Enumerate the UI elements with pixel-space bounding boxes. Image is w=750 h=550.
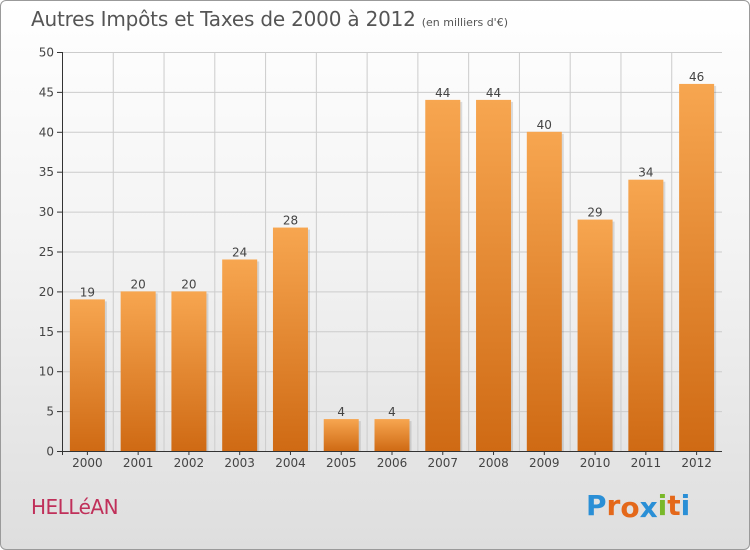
x-tick-label: 2000: [72, 456, 103, 470]
x-tick-label: 2012: [681, 456, 712, 470]
logo-letter: P: [586, 489, 607, 522]
data-label: 28: [283, 214, 298, 228]
logo-letter: i: [657, 489, 668, 522]
bar: [425, 99, 461, 451]
y-tick-label: 30: [39, 205, 54, 219]
bar: [577, 219, 613, 451]
data-label: 44: [486, 86, 501, 100]
x-tick-label: 2010: [580, 456, 611, 470]
data-label: 46: [689, 70, 704, 84]
bar: [526, 131, 562, 452]
y-tick-label: 10: [39, 365, 54, 379]
x-tick-label: 2011: [631, 456, 662, 470]
y-tick-label: 35: [39, 165, 54, 179]
logo-letter: x: [639, 491, 658, 524]
bar: [120, 291, 156, 451]
place-name: HELLéAN: [31, 495, 119, 519]
x-tick-label: 2006: [377, 456, 408, 470]
logo-letter: i: [680, 489, 691, 522]
data-label: 40: [537, 118, 552, 132]
logo-letter: o: [620, 491, 640, 524]
data-label: 20: [181, 277, 196, 291]
x-tick-label: 2007: [427, 456, 458, 470]
bar: [476, 99, 512, 451]
chart-title: Autres Impôts et Taxes de 2000 à 2012: [31, 7, 416, 31]
y-tick-label: 45: [39, 85, 54, 99]
y-tick-label: 50: [39, 46, 54, 60]
x-tick-label: 2004: [275, 456, 306, 470]
bar: [222, 259, 258, 451]
grid-lines: [62, 52, 722, 451]
x-tick-label: 2009: [529, 456, 560, 470]
data-label: 34: [638, 166, 653, 180]
bar: [171, 291, 207, 451]
chart-subtitle: (en milliers d'€): [421, 16, 508, 29]
data-label: 29: [587, 206, 602, 220]
logo-letter: r: [606, 489, 621, 522]
y-tick-label: 0: [46, 445, 54, 459]
y-tick-label: 5: [46, 405, 54, 419]
bar: [272, 227, 308, 451]
data-label: 20: [131, 277, 146, 291]
y-tick-label: 20: [39, 285, 54, 299]
logo-letter: t: [667, 489, 681, 522]
data-label: 19: [80, 285, 95, 299]
data-label: 4: [388, 405, 396, 419]
bar: [374, 419, 410, 451]
data-label: 44: [435, 86, 450, 100]
bar: [69, 299, 105, 451]
chart-header: Autres Impôts et Taxes de 2000 à 2012 (en…: [31, 7, 508, 31]
y-tick-label: 25: [39, 245, 54, 259]
x-tick-label: 2008: [478, 456, 509, 470]
axes: 0 5 10 15 20 25 30 35 40 45 50 2000 2001 2002 2003 2004…: [39, 46, 722, 470]
y-tick-label: 15: [39, 325, 54, 339]
x-tick-label: 2005: [326, 456, 357, 470]
x-tick-label: 2001: [123, 456, 154, 470]
x-tick-label: 2002: [174, 456, 205, 470]
data-label: 24: [232, 245, 247, 259]
data-label: 4: [337, 405, 345, 419]
proxiti-logo[interactable]: Proxiti: [586, 489, 691, 524]
bar: [323, 419, 359, 451]
bar: [628, 179, 664, 451]
bar: [679, 83, 715, 452]
y-tick-label: 40: [39, 125, 54, 139]
x-tick-label: 2003: [224, 456, 255, 470]
